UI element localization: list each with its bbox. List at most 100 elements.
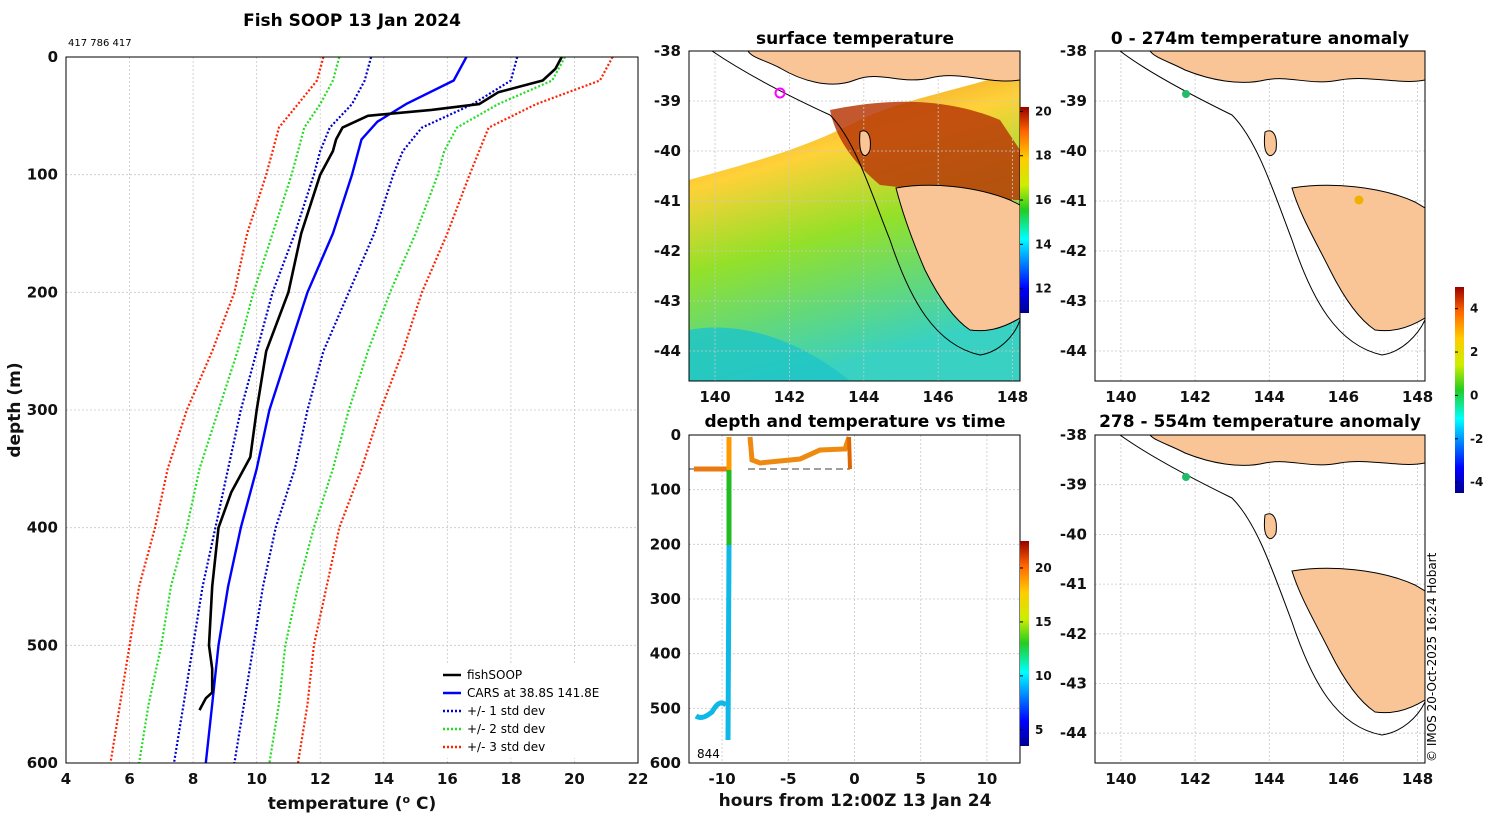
anomaly-colorbar-tick-label: 4 [1470, 302, 1478, 316]
anomaly2-point-1 [1182, 473, 1190, 481]
anomaly2-ytick-label: -41 [1060, 575, 1087, 593]
time-xtick-label: 5 [915, 770, 925, 788]
time-colorbar-tick-label: 20 [1035, 561, 1052, 575]
anomaly2-ytick-label: -40 [1060, 525, 1087, 543]
anomaly2-xtick-label: 148 [1402, 770, 1433, 788]
profile-line-fishsoop [198, 57, 563, 711]
anomaly2-ytick-label: -39 [1060, 476, 1087, 494]
time-ytick-label: 200 [650, 535, 681, 553]
sst-xtick-label: 142 [774, 388, 805, 406]
anomaly2-land-king-island [1263, 513, 1277, 540]
profile-xtick-label: 22 [628, 770, 649, 788]
anomaly1-ticks: 140 142 144 146 148 -38 -39 -40 -41 -42 -43 -44 [1060, 42, 1433, 406]
anomaly1-point-2 [1354, 195, 1364, 205]
anomaly1-ytick-label: -41 [1060, 192, 1087, 210]
anomaly-panel-2: 278 - 554m temperature anomaly 140 142 144… [1060, 412, 1433, 788]
profile-xtick-label: 12 [310, 770, 331, 788]
time-ytick-label: 0 [671, 426, 681, 444]
profile-line-std1-lower [172, 57, 373, 763]
time-xtick-label: 10 [976, 770, 997, 788]
anomaly2-ytick-label: -44 [1060, 724, 1087, 742]
profile-ytick-label: 400 [27, 519, 58, 537]
sst-xtick-label: 146 [923, 388, 954, 406]
anomaly1-xtick-label: 140 [1105, 388, 1136, 406]
profile-xtick-label: 18 [500, 770, 521, 788]
credit-label: © IMOS 20-Oct-2025 16:24 Hobart [1425, 552, 1439, 762]
sst-map-area [689, 51, 1020, 381]
profile-line-std3-lower [109, 57, 325, 763]
profile-ytick-label: 500 [27, 636, 58, 654]
sst-ytick-label: -40 [654, 142, 681, 160]
profile-xlabel-sup: o [403, 793, 411, 806]
anomaly1-ytick-label: -40 [1060, 142, 1087, 160]
sst-colorbar-tick-label: 12 [1035, 282, 1052, 296]
anomaly1-xtick-label: 146 [1328, 388, 1359, 406]
anomaly1-xtick-label: 144 [1254, 388, 1285, 406]
anomaly2-xtick-label: 140 [1105, 770, 1136, 788]
sst-ytick-label: -44 [654, 342, 681, 360]
sst-cool-patch [689, 327, 850, 381]
anomaly-colorbar-tick-label: 2 [1470, 345, 1478, 359]
anomaly2-ytick-label: -38 [1060, 426, 1087, 444]
anomaly-colorbar-tick-label: -2 [1470, 432, 1483, 446]
profile-ytick-label: 200 [27, 283, 58, 301]
anomaly2-ticks: 140 142 144 146 148 -38 -39 -40 -41 -42 -43 -44 [1060, 426, 1433, 788]
profile-grid [65, 56, 639, 764]
profile-series [109, 57, 614, 763]
anomaly2-map-area [1119, 435, 1425, 736]
time-ytick-label: 600 [650, 754, 681, 772]
anomaly1-map-area [1119, 51, 1425, 356]
sst-colorbar-tick-label: 16 [1035, 193, 1052, 207]
legend-label-cars: CARS at 38.8S 141.8E [467, 686, 599, 700]
anomaly1-xtick-label: 148 [1402, 388, 1433, 406]
legend-label-std3: +/- 3 std dev [467, 740, 545, 754]
anomaly1-ytick-label: -44 [1060, 342, 1087, 360]
sst-colorbar-ticks: 12 14 16 18 20 [1020, 104, 1052, 296]
anomaly2-land-mainland [1149, 435, 1425, 466]
anomaly2-xtick-label: 144 [1254, 770, 1285, 788]
time-colorbar-tick-label: 10 [1035, 669, 1052, 683]
anomaly2-xtick-label: 146 [1328, 770, 1359, 788]
profile-xtick-label: 8 [188, 770, 198, 788]
sst-colorbar [1020, 107, 1029, 313]
profile-xtick-label: 20 [564, 770, 585, 788]
profile-line-std2-lower [138, 57, 341, 763]
sst-ytick-label: -42 [654, 242, 681, 260]
profile-line-std1-upper [233, 57, 519, 763]
anomaly-colorbar-ticks: -4 -2 0 2 4 [1455, 302, 1483, 489]
anomaly1-land-tasmania [1291, 184, 1425, 332]
sst-ticks: 140 142 144 146 148 -38 -39 -40 -41 -42 -43 -44 [654, 42, 1028, 406]
legend-label-fishsoop: fishSOOP [467, 668, 522, 682]
profile-ytick-label: 300 [27, 401, 58, 419]
legend-label-std1: +/- 1 std dev [467, 704, 545, 718]
anomaly2-axes-frame [1094, 434, 1426, 764]
anomaly1-ytick-label: -43 [1060, 292, 1087, 310]
sst-ytick-label: -39 [654, 92, 681, 110]
legend-box [436, 664, 634, 758]
anomaly-panel-1: 0 - 274m temperature anomaly 140 142 144 14… [1060, 29, 1483, 493]
sst-xtick-label: 140 [699, 388, 730, 406]
legend-label-std2: +/- 2 std dev [467, 722, 545, 736]
profile-ytick-label: 100 [27, 166, 58, 184]
sst-shelf-contour [711, 51, 1020, 356]
anomaly1-ytick-label: -42 [1060, 242, 1087, 260]
time-ytick-label: 500 [650, 699, 681, 717]
time-colorbar-tick-label: 15 [1035, 615, 1052, 629]
anomaly2-xtick-label: 142 [1179, 770, 1210, 788]
profile-xtick-label: 10 [246, 770, 267, 788]
profile-ticks: 4 6 8 10 12 14 16 18 20 22 0 100 200 300 400 500 600 [27, 48, 649, 788]
profile-line-std3-upper [296, 57, 614, 763]
profile-id-label: 417 786 417 [68, 38, 132, 49]
sst-land-king-island [859, 130, 871, 157]
time-count-label: 844 [697, 747, 720, 761]
time-xtick-label: 0 [849, 770, 859, 788]
sst-land-tasmania [895, 184, 1020, 332]
anomaly-colorbar-tick-label: -4 [1470, 475, 1483, 489]
profile-panel: Fish SOOP 13 Jan 2024 417 786 417 4 6 8 10 1… [5, 11, 648, 814]
anomaly1-axes-frame [1094, 50, 1426, 382]
profile-xtick-label: 6 [124, 770, 134, 788]
anomaly2-title: 278 - 554m temperature anomaly [1099, 412, 1421, 432]
profile-title: Fish SOOP 13 Jan 2024 [243, 11, 461, 31]
